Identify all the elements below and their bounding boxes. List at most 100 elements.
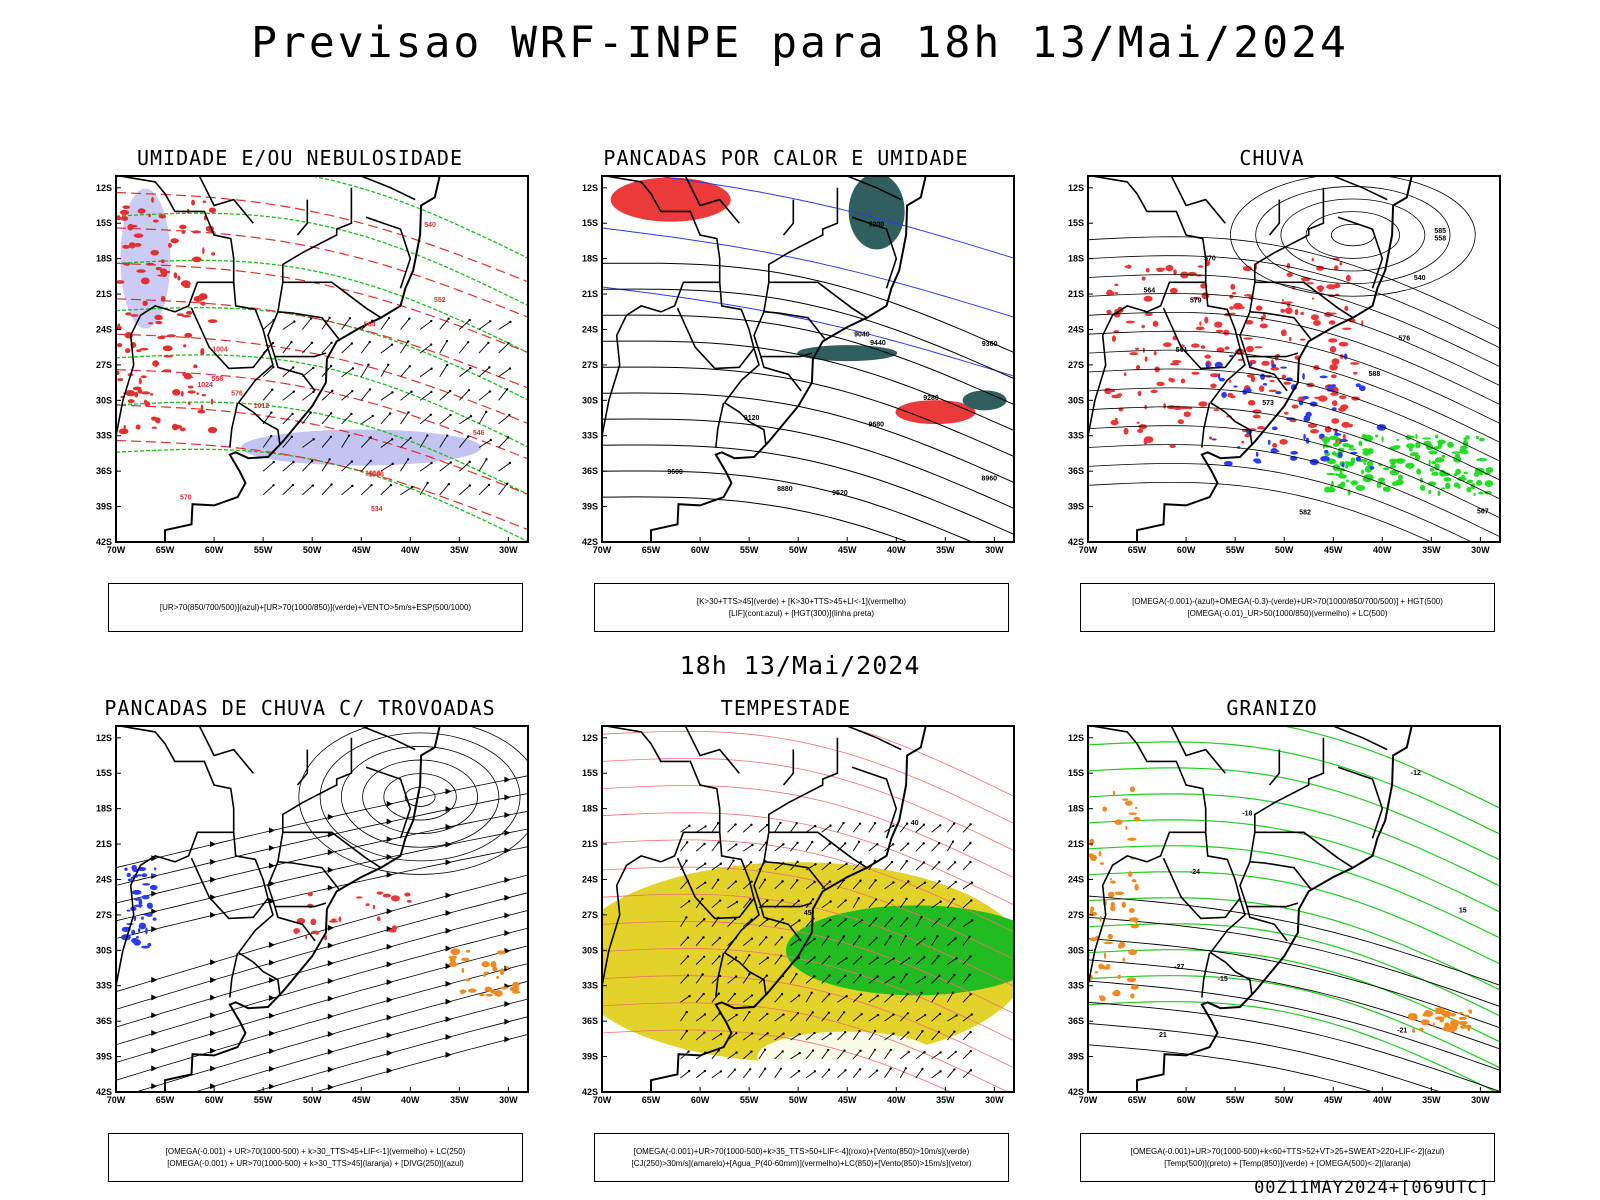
divergence-blue: [133, 915, 137, 922]
wind-vector-head: [796, 879, 799, 882]
wind-vector: [727, 1052, 737, 1060]
wind-vector-head: [813, 974, 816, 978]
lat-tick-label: 33S: [96, 981, 112, 991]
wind-vector-head: [508, 367, 512, 370]
streamline-arrow: [386, 1032, 393, 1039]
instability-red: [307, 892, 313, 897]
wind-vector-head: [390, 343, 394, 346]
contour-label: 564: [364, 322, 376, 329]
wind-vector-head: [309, 317, 313, 320]
wind-vector-head: [828, 955, 831, 958]
rain-area-green: [1342, 443, 1351, 448]
wind-vector-head: [858, 935, 861, 938]
streamline: [116, 775, 528, 869]
border-line: [753, 861, 813, 908]
wind-vector-head: [489, 438, 493, 442]
wind-vector-head: [426, 434, 429, 437]
temp500-contour: [1088, 1044, 1375, 1092]
wind-vector-head: [488, 390, 492, 393]
hgt500-contour: [1088, 482, 1433, 542]
omega-orange: [1443, 1013, 1447, 1019]
wind-vector: [946, 1031, 955, 1041]
wind-vector-head: [310, 341, 314, 345]
rain-area-blue: [1267, 439, 1271, 445]
border-line: [846, 176, 902, 201]
temp500-contour: [1088, 959, 1500, 1050]
wind-vector: [742, 938, 753, 946]
wind-vector-head: [813, 956, 816, 959]
streamline-arrow: [445, 806, 452, 813]
wind-vector-head: [797, 994, 801, 997]
wind-vector-head: [828, 842, 832, 845]
wind-vector-head: [858, 1029, 861, 1033]
wind-vector-head: [750, 994, 754, 997]
temp850-contour-green: [1280, 726, 1500, 809]
wind-vector: [742, 955, 750, 965]
rain-area-red: [1280, 329, 1287, 337]
omega-orange: [1129, 786, 1135, 793]
border-line: [724, 952, 767, 995]
thickness-speckle: [145, 262, 155, 266]
instability-orange: [505, 966, 509, 970]
wind-vector-head: [798, 1051, 801, 1055]
lon-tick-label: 65W: [1128, 1095, 1147, 1105]
streamline-arrow: [151, 1083, 158, 1090]
hgt300-contour: [602, 496, 910, 542]
wind-vector-head: [766, 1012, 769, 1016]
rain-area-red: [1283, 411, 1289, 415]
wind-vector-head: [953, 1068, 956, 1071]
rain-area-red: [1313, 320, 1321, 326]
wind-vector-head: [795, 972, 798, 976]
streamline-arrow: [327, 1031, 334, 1038]
divergence-blue: [141, 945, 151, 949]
thickness-speckle: [172, 389, 181, 396]
wind-vector-head: [889, 935, 892, 938]
thickness-speckle: [160, 259, 165, 264]
streamline: [116, 874, 528, 992]
wind-vector-head: [876, 1013, 880, 1017]
rain-area-blue: [1224, 460, 1233, 467]
wind-vector-head: [859, 879, 862, 882]
wind-vector-head: [329, 435, 333, 438]
wind-vector-head: [290, 340, 293, 344]
streamline-arrow: [268, 1048, 275, 1055]
contour-label: 558: [212, 376, 224, 383]
wind-vector: [302, 318, 312, 330]
hgt300-contour: [602, 470, 974, 542]
wind-vector: [262, 389, 273, 401]
rain-area-blue: [1343, 353, 1348, 360]
temp850-contour-green: [1088, 741, 1500, 835]
omega-orange: [1102, 806, 1108, 812]
wind-vector: [946, 823, 955, 833]
wind-vector-head: [468, 484, 472, 487]
wind-vector-head: [350, 460, 354, 463]
omega-orange: [1113, 989, 1121, 996]
wind-vector: [439, 462, 452, 472]
border-line: [684, 176, 740, 224]
rain-area-green: [1429, 467, 1435, 472]
border-line: [1201, 952, 1211, 998]
rain-area-red: [1241, 440, 1245, 444]
no-jet-area: [757, 1031, 938, 1082]
streamline-arrow: [386, 836, 393, 843]
lat-tick-label: 12S: [582, 733, 598, 743]
wind-vector-head: [923, 1013, 927, 1017]
wind-vector: [262, 319, 274, 330]
rain-area-red: [1150, 389, 1158, 394]
wind-vector: [695, 898, 703, 909]
wind-vector-head: [749, 861, 753, 864]
wind-vector-head: [953, 1030, 956, 1033]
legend-line: [OMEGA(-0.001) + UR>70(1000-500) + k>30_…: [165, 1146, 466, 1156]
border-line: [229, 402, 239, 448]
omega-orange: [1134, 918, 1138, 924]
thickness-speckle: [161, 271, 168, 278]
wind-vector: [400, 486, 413, 496]
streamline-arrow: [504, 876, 511, 883]
temp500-contour: [1088, 916, 1500, 1007]
wind-vector: [380, 413, 391, 425]
wind-vector-head: [430, 390, 433, 394]
divergence-blue: [141, 873, 148, 878]
wind-vector: [899, 881, 909, 890]
wind-vector-head: [469, 366, 472, 370]
